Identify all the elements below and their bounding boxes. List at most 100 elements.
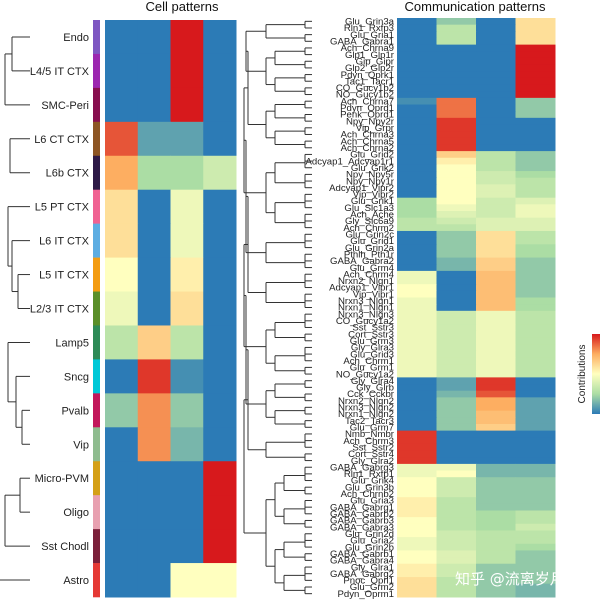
communication-heatmap-cell [476, 330, 516, 338]
communication-heatmap-cell [397, 443, 437, 452]
communication-heatmap-cell [397, 177, 437, 185]
cell-heatmap-cell [137, 121, 171, 157]
cell-color-swatch [93, 291, 100, 326]
cell-heatmap-cell [170, 529, 204, 564]
communication-heatmap-cell [397, 550, 437, 558]
communication-heatmap-cell [397, 77, 437, 86]
communication-row-label: Nrxn3_Nlgn2 [338, 403, 394, 414]
communication-heatmap-cell [476, 423, 516, 432]
communication-heatmap-cell [515, 543, 556, 551]
communication-heatmap-cell [397, 164, 437, 172]
communication-heatmap-cell [515, 324, 556, 332]
cell-heatmap-cell [105, 325, 139, 360]
communication-heatmap-cell [397, 131, 437, 139]
cell-heatmap-cell [137, 189, 171, 225]
communication-heatmap-cell [476, 390, 516, 398]
communication-heatmap-cell [515, 224, 556, 232]
communication-heatmap-cell [515, 457, 556, 465]
communication-row-label: Ach_Chrm3 [343, 436, 394, 447]
communication-heatmap-cell [476, 77, 516, 86]
communication-heatmap-cell [476, 171, 516, 179]
communication-heatmap-cell [436, 370, 477, 378]
communication-heatmap-cell [397, 583, 437, 591]
cell-heatmap-cell [170, 427, 204, 462]
cell-color-swatch [93, 325, 100, 360]
communication-heatmap-cell [436, 151, 477, 159]
communication-heatmap-cell [515, 443, 556, 452]
communication-heatmap-cell [397, 290, 437, 299]
communication-row-label: Glu_Grin2c [345, 229, 394, 240]
communication-heatmap-cell [397, 557, 437, 565]
cell-heatmap-cell [105, 393, 139, 428]
cell-heatmap-cell [170, 291, 204, 326]
communication-heatmap-cell [397, 111, 437, 119]
communication-row-label: GABA_Gabrg3 [330, 462, 394, 473]
communication-heatmap-cell [436, 144, 477, 152]
communication-heatmap-cell [436, 583, 477, 591]
communication-row-label: Ach_Chrna7 [341, 96, 394, 107]
communication-heatmap-cell [476, 563, 516, 571]
communication-row-label: GABA_Gabra2 [330, 256, 394, 267]
communication-heatmap-cell [436, 517, 477, 525]
communication-heatmap-cell [476, 350, 516, 358]
communication-heatmap-cell [436, 357, 477, 365]
communication-row-label: Ach_Chrna9 [341, 43, 394, 54]
communication-row-label: Glu_Grin3b [345, 482, 394, 493]
communication-heatmap-cell [436, 404, 477, 412]
cell-heatmap-cell [105, 529, 139, 564]
communication-heatmap-cell [397, 91, 437, 99]
communication-heatmap-cell [515, 317, 556, 325]
communication-heatmap-cell [515, 64, 556, 72]
communication-heatmap-cell [476, 304, 516, 312]
communication-heatmap-cell [515, 131, 556, 139]
communication-heatmap-cell [436, 277, 477, 285]
communication-patterns-title: Communication patterns [405, 0, 546, 14]
communication-heatmap-cell [515, 304, 556, 312]
communication-heatmap-cell [397, 31, 437, 39]
communication-row-label: Glu_Grm2 [350, 582, 394, 593]
cell-heatmap-cell [203, 563, 237, 598]
communication-heatmap-cell [397, 64, 437, 72]
communication-row-label: Glu_Grm4 [350, 263, 395, 274]
cell-heatmap-cell [137, 359, 171, 394]
cell-color-swatch [93, 53, 100, 89]
communication-heatmap-cell [515, 430, 556, 438]
cell-patterns-title: Cell patterns [146, 0, 219, 14]
communication-heatmap-cell [515, 550, 556, 558]
communication-heatmap-cell [515, 517, 556, 525]
communication-row-label: Glu_Gria1 [350, 30, 394, 41]
communication-row-label: Pdyn_Oprm1 [337, 589, 394, 600]
communication-heatmap-cell [476, 397, 516, 405]
communication-heatmap-cell [397, 463, 437, 472]
communication-row-label: Gly_Glra1 [351, 562, 394, 573]
communication-row-label: NO_Gucy1a2 [336, 369, 394, 380]
communication-row-label: Glu_Grin3a [345, 17, 395, 28]
communication-heatmap-cell [397, 204, 437, 212]
communication-row-label: Adcyap1_Vipr1 [329, 283, 394, 294]
cell-heatmap-cell [170, 155, 204, 191]
communication-heatmap-cell [515, 270, 556, 279]
communication-heatmap-cell [436, 543, 477, 551]
communication-heatmap-cell [397, 137, 437, 145]
communication-heatmap-cell [436, 244, 477, 252]
communication-heatmap-cell [515, 211, 556, 219]
communication-heatmap-cell [436, 450, 477, 458]
communication-heatmap-cell [397, 237, 437, 245]
cell-heatmap-cell [105, 20, 139, 55]
communication-heatmap-cell [515, 497, 556, 505]
cell-heatmap-cell [203, 393, 237, 428]
communication-heatmap-cell [515, 137, 556, 145]
communication-row-label: Gip_Gipr [356, 56, 395, 67]
communication-heatmap-cell [476, 151, 516, 159]
cell-row-label: Lamp5 [55, 337, 89, 349]
communication-heatmap-cell [397, 423, 437, 432]
cell-row-label: L6 IT CTX [39, 236, 90, 248]
communication-row-label: Glu_Grik4 [351, 476, 395, 487]
communication-row-label: NO_Gucy1b2 [336, 90, 394, 101]
cell-heatmap-cell [203, 20, 237, 55]
communication-heatmap-cell [515, 404, 556, 412]
communication-heatmap-cell [397, 430, 437, 438]
cell-row-label: Sst Chodl [41, 541, 89, 553]
communication-heatmap-cell [476, 244, 516, 252]
communication-heatmap-cell [515, 264, 556, 272]
